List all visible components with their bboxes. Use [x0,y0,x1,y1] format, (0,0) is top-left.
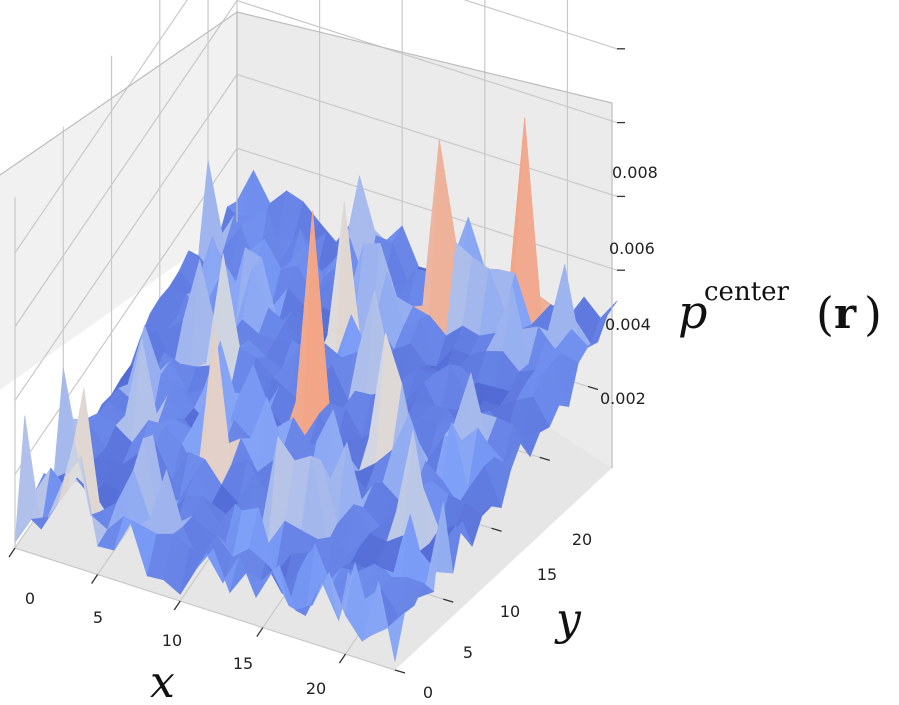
tick-mark [338,653,346,664]
grid-line [463,0,618,50]
tick-mark [91,574,99,584]
tick-mark [394,669,406,674]
x-tick-label: 20 [306,679,326,698]
surface [14,117,618,662]
grid-line [236,0,618,124]
grid-line [14,74,238,401]
y-tick-labels: 0 5 10 15 20 [423,530,592,702]
x-tick-labels: 0 5 10 15 20 [25,589,326,698]
z-tick-label: 0.008 [612,163,658,182]
tick-mark [8,547,16,558]
grid-line [14,0,188,254]
x-axis-label: x [150,657,175,705]
y-tick-label: 20 [572,530,592,549]
z-label-argument: r [834,289,857,338]
tick-mark [491,527,502,532]
y-axis-label: y [554,594,582,645]
x-tick-label: 0 [25,589,35,608]
tick-mark [539,456,550,462]
z-tick-label: 0.002 [600,389,646,408]
x-tick-label: 5 [93,608,103,627]
grid-line [14,547,396,671]
z-tick-labels: 0.002 0.004 0.006 0.008 [600,163,658,408]
z-axis-label: p center ( r ) [678,277,882,341]
surface-facet [378,581,406,662]
z-label-base: p [678,285,707,339]
y-tick-label: 15 [537,565,557,584]
z-label-close-paren: ) [864,287,882,341]
grid-line [14,147,238,475]
x-tick-label: 15 [233,654,253,673]
grid-line [14,0,238,327]
z-label-superscript: center [704,277,790,307]
back-pane-left [0,12,237,390]
tick-mark [256,627,264,637]
grid-line [236,73,618,197]
tick-mark [173,600,181,611]
tick-mark [443,598,454,603]
z-label-open-paren: ( [816,287,834,341]
x-tick-label: 10 [162,631,182,650]
grid-line [236,147,618,271]
y-tick-label: 0 [423,683,433,702]
tick-mark [587,385,599,391]
y-tick-label: 5 [463,643,473,662]
tick-marks [8,48,625,674]
z-tick-label: 0.006 [609,239,655,258]
pane-edges [0,11,613,468]
z-tick-label: 0.004 [605,315,651,334]
y-tick-label: 10 [500,602,520,621]
